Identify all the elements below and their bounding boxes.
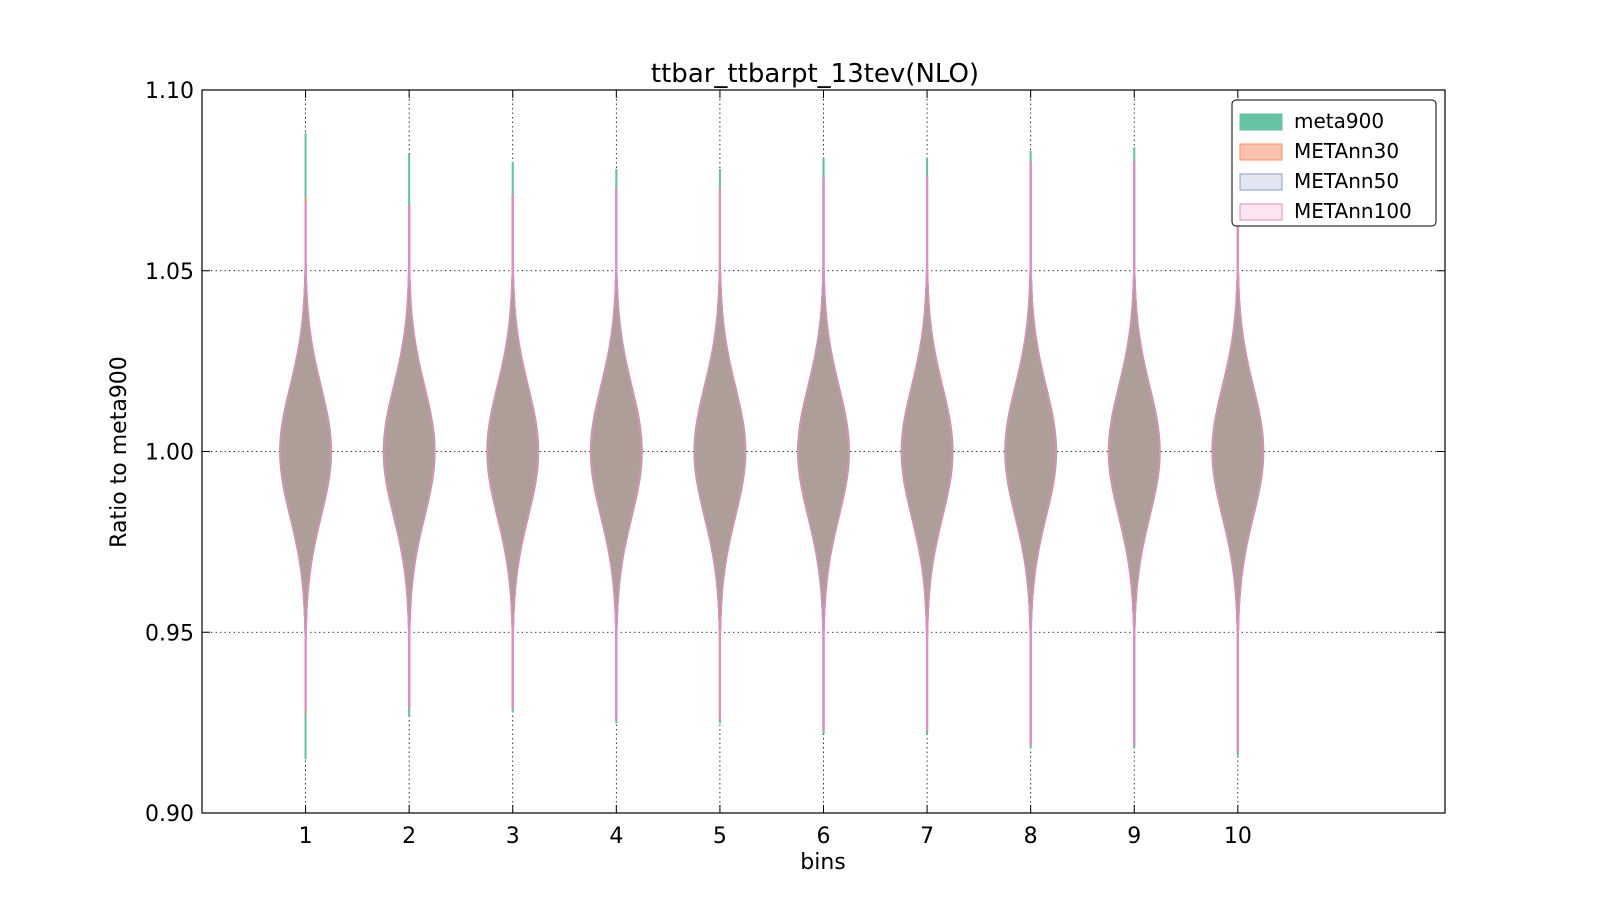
violin-bin-3 bbox=[486, 161, 540, 713]
axis-ticks: 0.90 0.95 1.00 1.05 1.10 1 2 3 4 5 6 7 8 9 10 bbox=[145, 79, 1445, 849]
violin-bin-2 bbox=[382, 154, 436, 716]
violin-bin-8 bbox=[1004, 150, 1058, 749]
x-tick-label: 5 bbox=[713, 824, 727, 849]
violin-METAnn100-bin-10 bbox=[1212, 154, 1264, 753]
violin-bin-5 bbox=[693, 168, 747, 724]
violin-bin-4 bbox=[589, 168, 643, 724]
y-tick-label: 0.95 bbox=[145, 621, 194, 646]
x-tick-label: 4 bbox=[609, 824, 623, 849]
x-axis-label: bins bbox=[800, 850, 845, 875]
violin-bin-10 bbox=[1211, 140, 1265, 756]
violin-METAnn100-bin-8 bbox=[1005, 161, 1057, 745]
x-tick-label: 8 bbox=[1024, 824, 1038, 849]
legend: meta900 METAnn30 METAnn50 METAnn100 bbox=[1231, 99, 1437, 227]
x-tick-label: 10 bbox=[1224, 824, 1252, 849]
violins bbox=[279, 132, 1265, 760]
x-tick-label: 6 bbox=[817, 824, 831, 849]
legend-swatch-meta900 bbox=[1239, 113, 1283, 131]
violin-METAnn100-bin-3 bbox=[486, 194, 539, 709]
x-tick-label: 9 bbox=[1127, 824, 1141, 849]
x-tick-label: 2 bbox=[402, 824, 416, 849]
y-tick-label: 0.90 bbox=[145, 802, 194, 827]
violin-METAnn100-bin-2 bbox=[383, 205, 435, 709]
violin-bin-1 bbox=[279, 132, 333, 760]
legend-label-METAnn100: METAnn100 bbox=[1294, 199, 1412, 223]
violin-METAnn100-bin-5 bbox=[694, 187, 746, 720]
violin-bin-6 bbox=[796, 158, 851, 735]
x-tick-label: 3 bbox=[506, 824, 520, 849]
violin-bin-7 bbox=[900, 158, 954, 735]
legend-swatch-METAnn50 bbox=[1239, 173, 1283, 191]
y-axis-label: Ratio to meta900 bbox=[107, 356, 132, 548]
y-tick-label: 1.00 bbox=[145, 441, 194, 466]
legend-label-METAnn50: METAnn50 bbox=[1294, 169, 1399, 193]
y-tick-label: 1.10 bbox=[145, 79, 194, 104]
violin-METAnn100-bin-9 bbox=[1108, 161, 1161, 745]
legend-label-meta900: meta900 bbox=[1294, 109, 1384, 133]
legend-swatch-METAnn100 bbox=[1239, 203, 1283, 221]
chart-title: ttbar_ttbarpt_13tev(NLO) bbox=[651, 59, 979, 89]
violin-METAnn100-bin-7 bbox=[901, 176, 953, 731]
violin-METAnn100-bin-1 bbox=[279, 201, 332, 709]
legend-label-METAnn30: METAnn30 bbox=[1294, 139, 1399, 163]
x-tick-label: 7 bbox=[920, 824, 934, 849]
x-tick-label: 1 bbox=[299, 824, 313, 849]
y-tick-label: 1.05 bbox=[145, 260, 194, 285]
violin-METAnn100-bin-4 bbox=[590, 187, 642, 720]
violin-METAnn100-bin-6 bbox=[797, 176, 850, 731]
legend-swatch-METAnn30 bbox=[1239, 143, 1283, 161]
legend-box bbox=[1231, 99, 1437, 227]
violin-bin-9 bbox=[1107, 147, 1161, 749]
